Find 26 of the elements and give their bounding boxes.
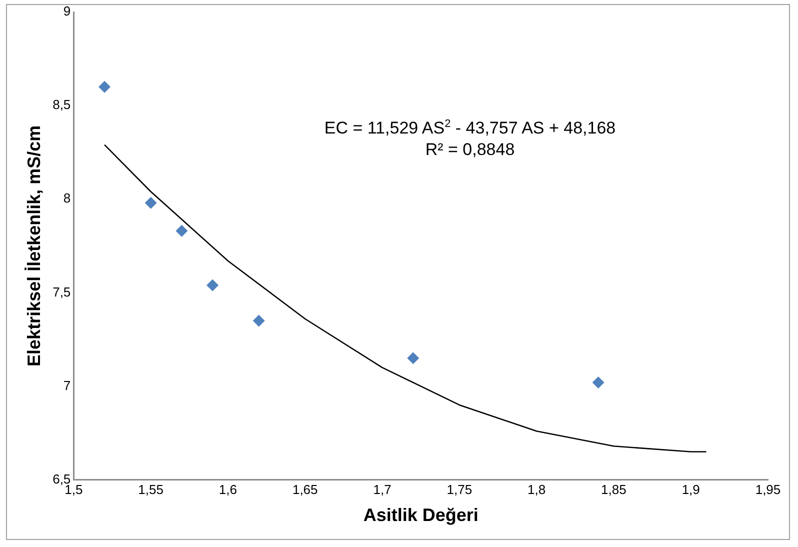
x-tick-label: 1,85 — [601, 482, 626, 498]
y-tick-label: 9 — [63, 4, 71, 19]
y-tick-label: 7 — [63, 378, 71, 393]
point — [144, 196, 157, 209]
point — [407, 352, 420, 364]
x-tick-label: 1,7 — [373, 482, 392, 498]
x-tick-label: 1,6 — [218, 482, 238, 498]
y-axis-title: Elektriksel İletkenlik, mS/cm — [24, 125, 44, 366]
annotation: R² = 0,8848 — [425, 140, 515, 160]
x-tick-label: 1,65 — [292, 482, 318, 498]
x-axis-title: Asitlik Değeri — [363, 505, 478, 526]
annotation: EC = 11,529 AS$^{2}$ - 43,757 AS + 48,168 — [324, 118, 616, 139]
x-tick-label: 1,55 — [138, 482, 164, 498]
x-tick-label: 1,75 — [446, 482, 472, 498]
y-tick-label: 8,5 — [52, 97, 71, 112]
y-tick-label: 8 — [63, 190, 71, 206]
y-tick-label: 7,5 — [52, 284, 71, 300]
x-tick-label: 1,9 — [682, 482, 700, 498]
point — [592, 376, 604, 388]
x-tick-label: 1,8 — [528, 482, 546, 498]
point — [176, 224, 188, 237]
point — [206, 279, 219, 292]
point — [252, 314, 265, 327]
x-tick-label: 1,95 — [755, 482, 781, 498]
point — [98, 80, 111, 93]
y-tick-label: 6,5 — [52, 471, 71, 486]
